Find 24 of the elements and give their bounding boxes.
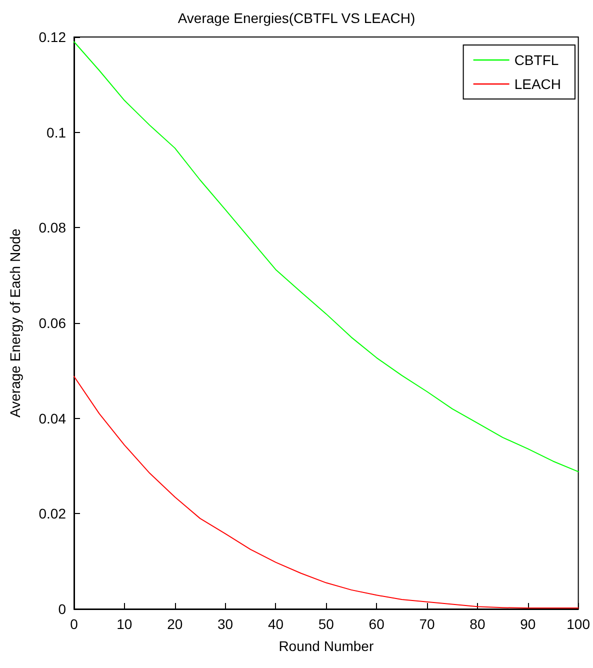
line-series bbox=[74, 41, 579, 472]
x-tick-label: 0 bbox=[70, 616, 78, 632]
y-axis-title: Average Energy of Each Node bbox=[7, 228, 23, 418]
x-axis-title: Round Number bbox=[278, 638, 374, 654]
x-tick-label: 50 bbox=[318, 616, 334, 632]
x-tick-label: 100 bbox=[566, 616, 590, 632]
x-tick-label: 10 bbox=[116, 616, 132, 632]
legend-label: LEACH bbox=[514, 76, 562, 92]
y-tick-label: 0.12 bbox=[38, 29, 66, 45]
x-tick-label: 30 bbox=[218, 616, 234, 632]
x-tick-label: 60 bbox=[368, 616, 385, 632]
x-tick-label: 20 bbox=[167, 616, 183, 632]
x-tick-label: 90 bbox=[520, 616, 536, 632]
chart-title: Average Energies(CBTFL VS LEACH) bbox=[178, 10, 416, 26]
legend-label: CBTFL bbox=[514, 52, 559, 68]
y-tick-label: 0 bbox=[58, 601, 66, 617]
x-tick-label: 70 bbox=[419, 616, 436, 632]
y-tick-label: 0.04 bbox=[38, 410, 66, 426]
x-tick-label: 80 bbox=[470, 616, 486, 632]
y-tick-label: 0.08 bbox=[38, 220, 66, 236]
y-tick-label: 0.02 bbox=[38, 506, 66, 522]
y-tick-label: 0.1 bbox=[46, 124, 66, 140]
y-tick-label: 0.06 bbox=[38, 315, 66, 331]
x-tick-label: 40 bbox=[268, 616, 284, 632]
